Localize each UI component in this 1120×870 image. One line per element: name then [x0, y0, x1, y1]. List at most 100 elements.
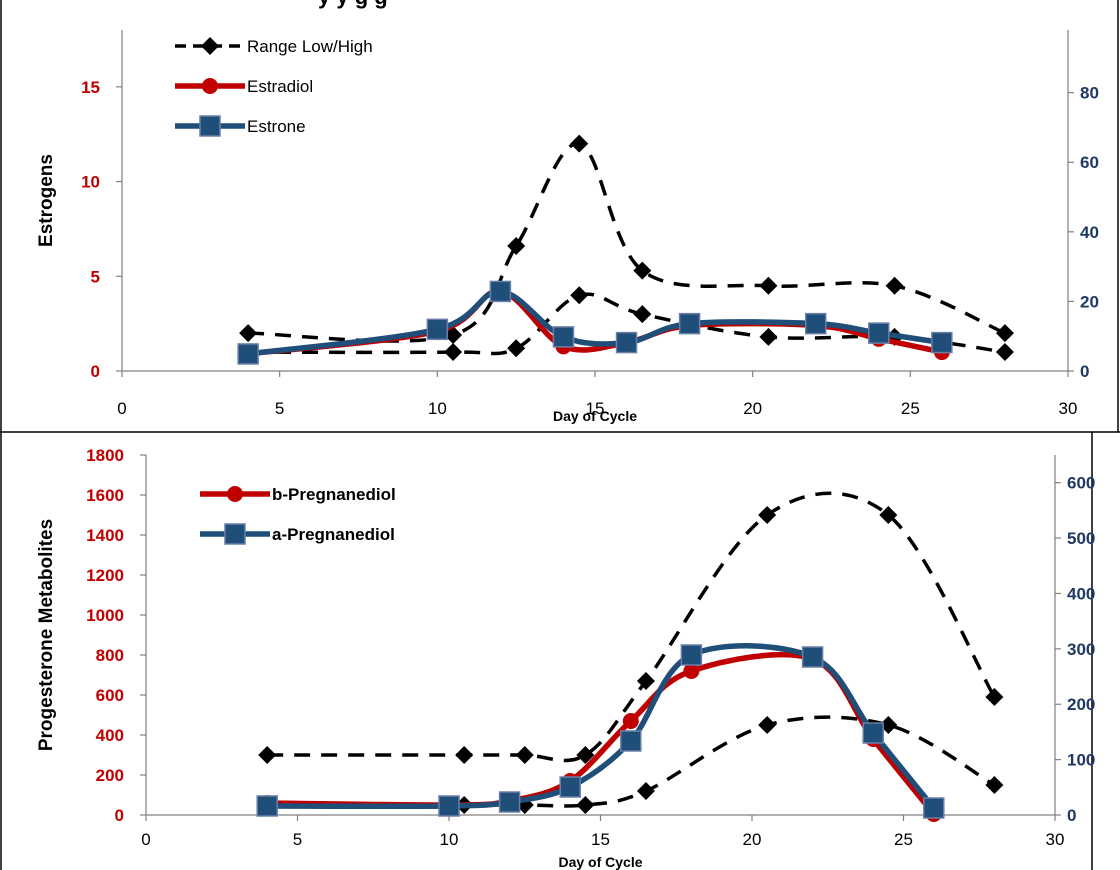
- x-tick-label: 5: [293, 830, 302, 849]
- x-tick-label: 30: [1046, 830, 1065, 849]
- legend-item: Estradiol: [175, 77, 313, 96]
- x-axis-title: Day of Cycle: [558, 854, 642, 870]
- chart-progesterone: 0 5 10 15 20 25 300200400600800100012001400160…: [36, 446, 1095, 870]
- y-right-tick-label: 100: [1067, 751, 1095, 770]
- legend-item: Range Low/High: [175, 37, 373, 56]
- data-point-diamond: [444, 343, 463, 362]
- series-range-0: [258, 491, 1004, 764]
- data-point-diamond: [758, 506, 777, 524]
- y-left-tick-label: 400: [96, 726, 124, 745]
- data-point-square: [801, 646, 824, 668]
- data-point-square: [678, 312, 701, 335]
- cutoff-title: y y g g: [318, 0, 388, 9]
- data-point-diamond: [633, 305, 652, 324]
- series-line: [245, 288, 945, 357]
- x-tick-label: 0: [117, 399, 126, 418]
- y-right-tick-label: 0: [1067, 806, 1076, 825]
- x-tick-label: 5: [275, 399, 284, 418]
- data-point-diamond: [758, 716, 777, 734]
- x-tick-label: 10: [428, 399, 447, 418]
- legend-marker-circle: [227, 486, 243, 502]
- legend-marker-square: [199, 115, 221, 137]
- legend-item: Estrone: [175, 115, 306, 137]
- x-tick-label: 30: [1059, 399, 1078, 418]
- y-left-tick-label: 0: [91, 362, 100, 381]
- data-point-diamond: [759, 327, 778, 346]
- series-a-pregnanediol: [256, 643, 945, 819]
- y-left-tick-label: 1200: [86, 566, 124, 585]
- data-point-diamond: [885, 276, 904, 295]
- data-point-diamond: [570, 286, 589, 305]
- y-right-tick-label: 200: [1067, 695, 1095, 714]
- legend-marker-square: [224, 523, 246, 545]
- data-point-square: [931, 331, 953, 354]
- data-point-square: [498, 791, 521, 813]
- data-point-diamond: [507, 339, 526, 358]
- y-left-tick-label: 0: [115, 806, 124, 825]
- data-point-diamond: [570, 134, 589, 153]
- x-tick-label: 10: [440, 830, 459, 849]
- data-point-diamond: [985, 688, 1004, 706]
- data-point-square: [804, 312, 827, 335]
- y-right-tick-label: 20: [1080, 292, 1099, 311]
- data-point-diamond: [759, 276, 778, 295]
- series-line: [248, 141, 1006, 343]
- x-tick-label: 15: [586, 399, 605, 418]
- y-axis-title: Progesterone Metabolites: [36, 519, 57, 751]
- data-point-square: [620, 730, 642, 752]
- y-right-tick-label: 500: [1067, 529, 1095, 548]
- legend-item: b-Pregnanediol: [200, 485, 396, 504]
- data-point-square: [559, 776, 581, 798]
- data-point-circle: [622, 713, 639, 729]
- y-right-tick-label: 80: [1080, 84, 1099, 103]
- data-point-diamond: [636, 672, 655, 690]
- series-estrone: [237, 280, 953, 365]
- data-point-diamond: [633, 261, 652, 280]
- data-point-square: [868, 322, 890, 344]
- data-point-square: [438, 795, 460, 817]
- y-left-tick-label: 15: [81, 78, 100, 97]
- y-left-tick-label: 200: [96, 766, 124, 785]
- legend-item: a-Pregnanediol: [200, 523, 395, 545]
- data-point-circle: [683, 663, 700, 679]
- data-point-diamond: [515, 746, 534, 764]
- y-right-tick-label: 60: [1080, 153, 1099, 172]
- series-line: [264, 651, 937, 817]
- legend-label: Estradiol: [247, 77, 313, 96]
- data-point-diamond: [507, 236, 526, 255]
- data-point-diamond: [985, 776, 1004, 794]
- y-axis-title: Estrogens: [36, 154, 57, 247]
- data-point-diamond: [239, 324, 258, 343]
- data-point-diamond: [879, 506, 898, 524]
- series-line: [264, 643, 937, 811]
- x-tick-label: 15: [591, 830, 610, 849]
- data-point-diamond: [444, 326, 463, 345]
- data-point-diamond: [995, 324, 1014, 343]
- y-left-tick-label: 10: [81, 173, 100, 192]
- y-left-tick-label: 5: [91, 267, 100, 286]
- y-right-tick-label: 40: [1080, 223, 1099, 242]
- data-point-square: [680, 644, 703, 666]
- legend-marker-diamond: [201, 37, 219, 55]
- legend-label: Estrone: [247, 117, 306, 136]
- y-left-tick-label: 1400: [86, 526, 124, 545]
- series-line: [267, 715, 996, 808]
- legend-label: b-Pregnanediol: [272, 485, 396, 504]
- y-left-tick-label: 1000: [86, 606, 124, 625]
- legend-label: a-Pregnanediol: [272, 525, 395, 544]
- data-point-diamond: [576, 746, 595, 764]
- x-tick-label: 20: [743, 399, 762, 418]
- data-point-square: [552, 326, 575, 348]
- data-point-diamond: [455, 746, 474, 764]
- data-point-square: [489, 280, 512, 303]
- x-tick-label: 20: [743, 830, 762, 849]
- y-right-tick-label: 300: [1067, 640, 1095, 659]
- data-point-square: [862, 722, 884, 744]
- data-point-diamond: [258, 746, 277, 764]
- data-point-diamond: [576, 796, 595, 814]
- y-right-tick-label: 600: [1067, 474, 1095, 493]
- legend-label: Range Low/High: [247, 37, 373, 56]
